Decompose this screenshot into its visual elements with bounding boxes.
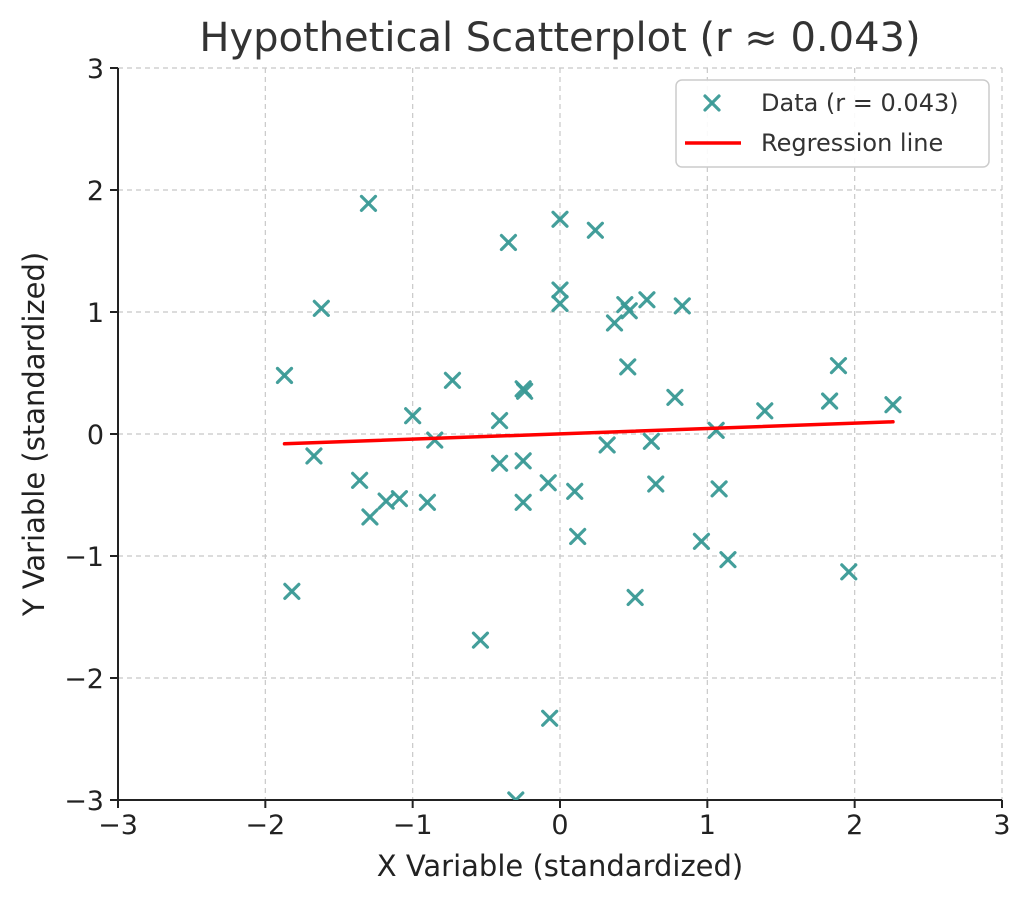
x-tick-label: −3 [98, 810, 138, 841]
regression-line [282, 420, 895, 446]
data-point [283, 582, 301, 600]
data-point [359, 194, 378, 213]
legend-label-data: Data (r = 0.043) [761, 89, 959, 117]
plot-area [275, 194, 902, 800]
x-axis-label: X Variable (standardized) [377, 849, 744, 883]
data-point [514, 493, 532, 511]
data-point [821, 392, 839, 410]
data-point [490, 454, 509, 472]
y-tick-label: −1 [64, 542, 104, 573]
data-point [539, 474, 557, 492]
data-point [551, 281, 569, 299]
y-tick-label: −2 [64, 664, 104, 695]
data-point [638, 291, 656, 309]
data-point [312, 299, 330, 317]
x-tick-label: 3 [993, 810, 1010, 841]
data-point [884, 396, 902, 414]
chart-title: Hypothetical Scatterplot (r ≈ 0.043) [199, 15, 920, 61]
data-point [569, 527, 587, 546]
x-tick-label: −2 [245, 810, 285, 841]
data-point [551, 210, 569, 228]
data-point [426, 431, 444, 449]
legend: Data (r = 0.043) Regression line [675, 79, 990, 168]
data-point [361, 508, 379, 526]
data-point [443, 371, 462, 389]
data-point [551, 294, 569, 313]
x-tick-label: −1 [393, 810, 433, 841]
data-point [275, 366, 294, 385]
axes [110, 67, 1003, 808]
data-point [619, 358, 637, 376]
data-point [666, 388, 684, 406]
data-point [499, 233, 518, 252]
data-point [673, 297, 691, 315]
y-axis-label: Y Variable (standardized) [17, 252, 51, 617]
x-tick-label: 1 [699, 810, 716, 841]
data-point [586, 221, 604, 239]
data-point [710, 480, 728, 498]
data-point [490, 411, 509, 430]
legend-label-regression: Regression line [761, 129, 943, 157]
data-point [719, 551, 737, 569]
data-point [620, 302, 638, 320]
data-point [418, 493, 436, 511]
data-point [647, 475, 665, 493]
legend-x-marker [703, 94, 721, 112]
data-point [605, 314, 624, 332]
data-point [514, 452, 532, 470]
data-point [305, 447, 323, 465]
y-tick-label: 2 [87, 176, 104, 207]
data-point [471, 631, 490, 649]
data-point [516, 382, 534, 400]
x-tick-label: 0 [551, 810, 568, 841]
y-tick-label: 0 [87, 420, 104, 451]
y-tick-label: 1 [87, 298, 104, 329]
legend-scatter-marker [703, 94, 721, 112]
data-point [541, 709, 559, 727]
y-tick-label: −3 [64, 786, 104, 817]
data-point [566, 482, 584, 500]
tick-labels: −3 −2 −1 0 1 2 3 −3 −2 −1 0 1 2 3 [64, 54, 1010, 841]
data-point [829, 357, 848, 375]
data-point [756, 402, 774, 420]
data-point [626, 588, 644, 607]
x-tick-label: 2 [846, 810, 863, 841]
data-point [507, 791, 525, 800]
legend-box [675, 79, 990, 168]
data-point [642, 432, 660, 450]
data-point [707, 421, 725, 439]
y-tick-label: 3 [87, 54, 104, 85]
data-point [390, 490, 409, 508]
data-point [404, 407, 422, 425]
data-point [840, 563, 858, 581]
data-point [598, 436, 616, 454]
data-point [692, 532, 711, 550]
data-point [351, 471, 369, 489]
